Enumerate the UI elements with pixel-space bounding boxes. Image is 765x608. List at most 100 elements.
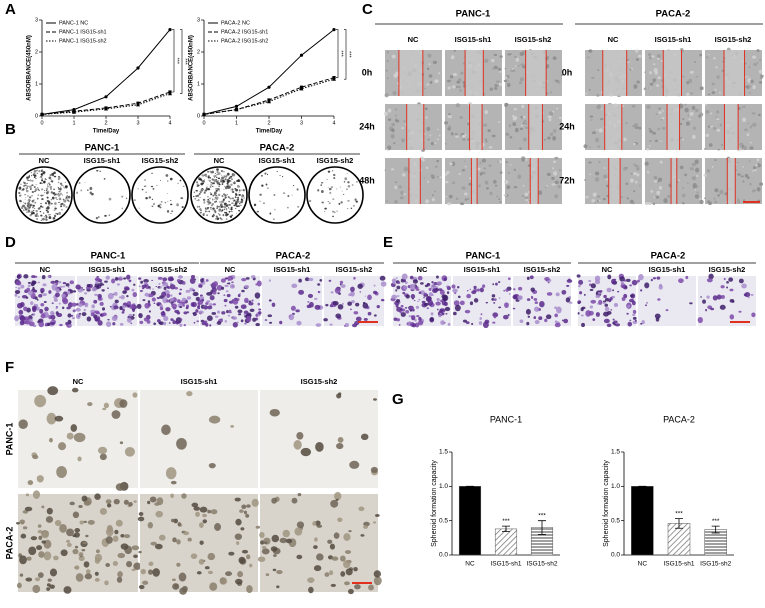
texture <box>373 290 378 295</box>
texture <box>632 313 636 316</box>
texture <box>128 280 132 283</box>
texture <box>106 503 112 508</box>
texture <box>600 117 604 121</box>
texture <box>512 294 518 300</box>
texture <box>99 282 103 287</box>
texture <box>165 307 171 312</box>
texture <box>694 159 699 165</box>
texture <box>168 322 171 324</box>
texture <box>645 201 649 206</box>
texture <box>112 561 118 566</box>
texture <box>749 141 753 144</box>
texture <box>198 205 201 208</box>
texture <box>19 199 22 203</box>
texture <box>648 127 651 130</box>
texture <box>718 91 721 94</box>
texture <box>181 585 188 592</box>
texture <box>711 165 714 168</box>
texture <box>606 287 612 293</box>
row-label: 0h <box>362 67 373 77</box>
texture <box>517 174 522 179</box>
texture <box>163 316 169 322</box>
texture <box>320 189 324 194</box>
texture <box>78 296 85 301</box>
texture <box>354 198 357 201</box>
texture <box>273 554 277 558</box>
texture <box>43 173 46 175</box>
texture <box>219 577 228 585</box>
texture <box>94 493 101 500</box>
texture <box>410 294 416 299</box>
texture <box>391 278 397 283</box>
texture <box>225 277 228 280</box>
texture <box>60 205 63 207</box>
texture <box>403 120 406 123</box>
texture <box>147 569 153 575</box>
texture <box>214 175 217 177</box>
texture <box>304 277 310 282</box>
texture <box>705 110 710 114</box>
texture <box>466 290 469 292</box>
texture <box>592 318 596 322</box>
texture <box>457 295 461 299</box>
texture <box>552 136 557 141</box>
texture <box>656 190 661 195</box>
texture <box>759 76 763 80</box>
texture <box>189 277 196 284</box>
texture <box>98 216 100 218</box>
texture <box>743 128 748 132</box>
texture <box>602 300 607 303</box>
texture <box>589 284 591 287</box>
texture <box>223 175 227 178</box>
wound-gap <box>604 104 622 150</box>
texture <box>183 311 188 315</box>
column-label: NC <box>39 156 50 165</box>
texture <box>72 534 77 538</box>
texture <box>56 465 67 478</box>
texture <box>170 212 172 214</box>
texture <box>191 502 199 508</box>
texture <box>714 200 718 204</box>
texture <box>402 291 406 295</box>
texture <box>32 454 39 460</box>
texture <box>65 321 69 326</box>
texture <box>613 302 619 307</box>
texture <box>728 277 734 282</box>
texture <box>498 297 501 299</box>
texture <box>681 202 685 205</box>
y-tick-label: 2 <box>197 49 200 55</box>
texture <box>234 497 241 502</box>
texture <box>640 289 643 292</box>
texture <box>559 169 561 171</box>
texture <box>749 126 752 129</box>
texture <box>159 180 162 182</box>
bracket <box>180 29 183 94</box>
texture <box>141 188 144 191</box>
texture <box>37 215 40 218</box>
texture <box>40 175 43 178</box>
texture <box>39 205 43 208</box>
y-tick-label: 1.5 <box>439 449 448 456</box>
texture <box>296 320 302 326</box>
marker <box>332 77 336 81</box>
texture <box>519 147 522 150</box>
texture <box>67 195 71 199</box>
texture <box>633 84 638 89</box>
texture <box>72 290 77 293</box>
texture <box>209 197 212 200</box>
texture <box>396 295 400 297</box>
texture <box>213 198 216 200</box>
x-tick-label: 4 <box>332 120 335 126</box>
texture <box>37 524 42 528</box>
texture <box>249 563 253 568</box>
texture <box>66 199 69 201</box>
texture <box>514 127 519 133</box>
texture <box>505 160 508 164</box>
texture <box>492 312 499 318</box>
texture <box>125 291 128 293</box>
texture <box>347 184 351 188</box>
texture <box>202 198 206 201</box>
texture <box>631 104 636 108</box>
texture <box>176 539 181 545</box>
texture <box>179 179 182 182</box>
